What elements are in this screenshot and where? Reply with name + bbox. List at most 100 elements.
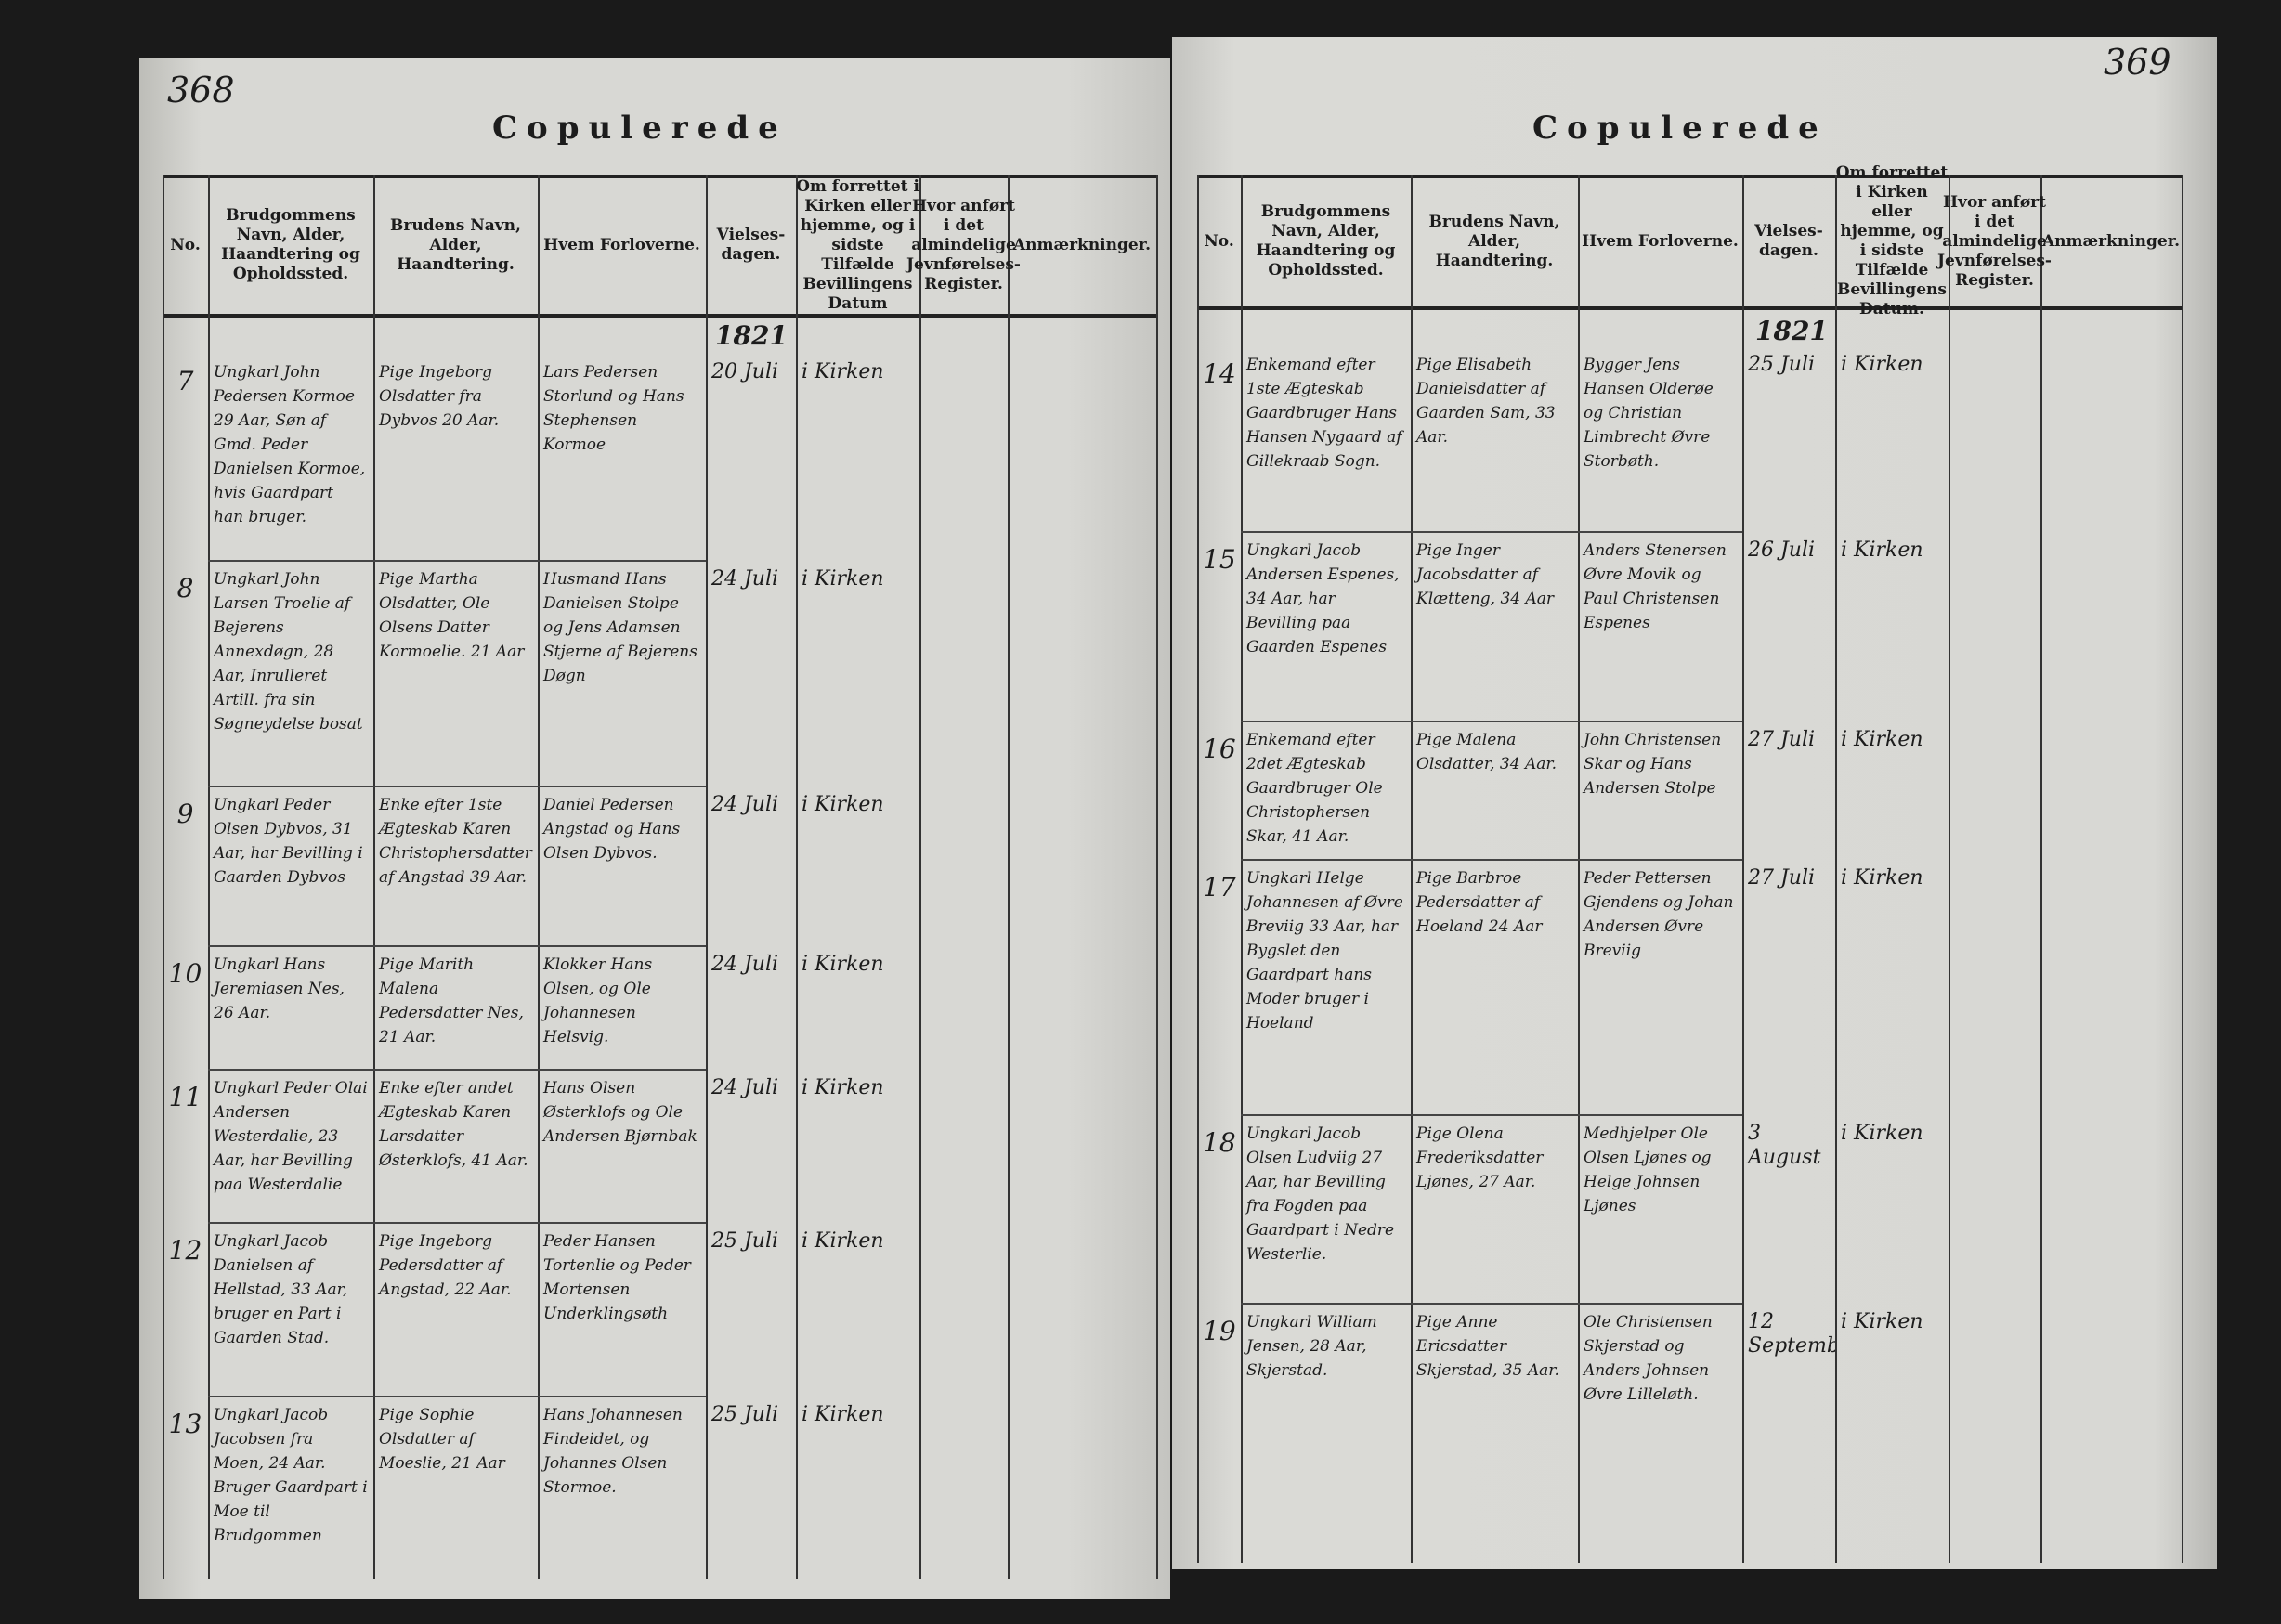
right_page-entry-groom: Ungkarl Helge Johannesen af Øvre Breviig… bbox=[1246, 869, 1403, 1033]
left_page-row-separator bbox=[208, 1222, 706, 1224]
right_page-header-top-rule bbox=[1197, 175, 2182, 178]
right_page-entry-place: i Kirken bbox=[1841, 1122, 1923, 1145]
right_page-row-separator bbox=[1241, 721, 1742, 722]
left_page-entry-groom: Ungkarl John Larsen Troelie af Bejerens … bbox=[214, 570, 363, 734]
left_page-entry-date: 24 Juli bbox=[711, 953, 779, 976]
right_page-entry-place: i Kirken bbox=[1841, 353, 1923, 376]
left_page-entry-bride: Pige Martha Olsdatter, Ole Olsens Datter… bbox=[379, 570, 525, 661]
right_page-column-rule bbox=[1835, 175, 1837, 1563]
right_page-entry-number: 19 bbox=[1203, 1318, 1236, 1345]
right_page-header-2: Brudens Navn, Alder, Haandtering. bbox=[1428, 212, 1560, 270]
left_page-row-separator bbox=[208, 786, 706, 787]
right_page-header-bottom-rule bbox=[1197, 306, 2182, 310]
right_page-entry-number: 14 bbox=[1203, 360, 1236, 388]
left_page-entry-place: i Kirken bbox=[802, 1403, 884, 1426]
right_page-row-separator bbox=[1241, 531, 1742, 533]
right_page-entry-number: 16 bbox=[1203, 735, 1236, 763]
left_page-header-0: No. bbox=[170, 235, 201, 254]
right_page-column-rule bbox=[1411, 175, 1413, 1563]
right_page-entry-place: i Kirken bbox=[1841, 866, 1923, 890]
left_page-entry-date: 24 Juli bbox=[711, 567, 779, 591]
right_page-header-6: Hvor anført i det almindelige Jevnførels… bbox=[1937, 192, 2052, 290]
right_page-entry-witnesses: Bygger Jens Hansen Olderøe og Christian … bbox=[1584, 356, 1714, 471]
right_page-entry-witnesses: Peder Pettersen Gjendens og Johan Anders… bbox=[1584, 869, 1734, 960]
left_page-entry-witnesses: Lars Pedersen Storlund og Hans Stephense… bbox=[543, 363, 684, 454]
right_page-entry-number: 17 bbox=[1203, 874, 1236, 902]
right-page bbox=[1172, 37, 2217, 1569]
right_page-entry-date: 25 Juli bbox=[1748, 353, 1816, 376]
left_page-header-6: Hvor anført i det almindelige Jevnførels… bbox=[906, 196, 1021, 293]
left_page-entry-bride: Pige Sophie Olsdatter af Moeslie, 21 Aar bbox=[379, 1406, 505, 1473]
right_page-column-rule bbox=[1742, 175, 1744, 1563]
left_page-entry-witnesses: Hans Olsen Østerklofs og Ole Andersen Bj… bbox=[543, 1079, 697, 1146]
left_page-entry-groom: Ungkarl Jacob Danielsen af Hellstad, 33 … bbox=[214, 1232, 348, 1347]
right_page-entry-witnesses: Anders Stenersen Øvre Movik og Paul Chri… bbox=[1584, 541, 1727, 632]
left_page-entry-number: 13 bbox=[168, 1410, 202, 1438]
right_page-column-rule bbox=[1949, 175, 1950, 1563]
right_page-entry-place: i Kirken bbox=[1841, 539, 1923, 562]
left_page-column-rule bbox=[706, 175, 708, 1579]
right_page-entry-witnesses: Medhjelper Ole Olsen Ljønes og Helge Joh… bbox=[1584, 1124, 1712, 1215]
right_page-entry-groom: Enkemand efter 2det Ægteskab Gaardbruger… bbox=[1246, 731, 1383, 846]
left_page-header-3: Hvem Forloverne. bbox=[543, 235, 700, 254]
right_page-entry-groom: Ungkarl Jacob Olsen Ludviig 27 Aar, har … bbox=[1246, 1124, 1395, 1264]
left_page-header-7: Anmærkninger. bbox=[1012, 235, 1152, 254]
left_page-entry-number: 8 bbox=[176, 575, 194, 603]
left_page-header-4: Vielses-dagen. bbox=[716, 226, 786, 264]
left_page-entry-place: i Kirken bbox=[802, 793, 884, 816]
right_page-header-3: Hvem Forloverne. bbox=[1582, 231, 1739, 251]
left_page-entry-witnesses: Daniel Pedersen Angstad og Hans Olsen Dy… bbox=[543, 796, 681, 863]
right_page-entry-groom: Ungkarl William Jensen, 28 Aar, Skjersta… bbox=[1246, 1313, 1377, 1380]
right_page-column-rule bbox=[1578, 175, 1580, 1563]
right_page-header-0: No. bbox=[1204, 231, 1234, 251]
right_page-column-rule bbox=[1241, 175, 1243, 1563]
left_page-column-rule bbox=[373, 175, 375, 1579]
left_page-page-number: 368 bbox=[167, 70, 235, 110]
left_page-entry-groom: Ungkarl Peder Olsen Dybvos, 31 Aar, har … bbox=[214, 796, 363, 887]
right_page-entry-date: 27 Juli bbox=[1748, 866, 1816, 890]
left_page-entry-date: 24 Juli bbox=[711, 793, 779, 816]
right_page-row-separator bbox=[1241, 1114, 1742, 1116]
left_page-column-rule bbox=[208, 175, 210, 1579]
right_page-entry-groom: Enkemand efter 1ste Ægteskab Gaardbruger… bbox=[1246, 356, 1402, 471]
left_page-entry-witnesses: Hans Johannesen Findeidet, og Johannes O… bbox=[543, 1406, 683, 1497]
left_page-entry-witnesses: Klokker Hans Olsen, og Ole Johannesen He… bbox=[543, 955, 653, 1046]
right_page-row-separator bbox=[1241, 1303, 1742, 1305]
left_page-entry-date: 25 Juli bbox=[711, 1403, 779, 1426]
left_page-entry-place: i Kirken bbox=[802, 953, 884, 976]
right_page-entry-witnesses: John Christensen Skar og Hans Andersen S… bbox=[1584, 731, 1722, 798]
left_page-entry-witnesses: Husmand Hans Danielsen Stolpe og Jens Ad… bbox=[543, 570, 697, 685]
left_page-entry-number: 7 bbox=[176, 368, 194, 396]
right_page-entry-witnesses: Ole Christensen Skjerstad og Anders John… bbox=[1584, 1313, 1713, 1404]
right_page-header-4: Vielses-dagen. bbox=[1754, 222, 1823, 260]
right_page-column-rule bbox=[2040, 175, 2042, 1563]
left_page-row-separator bbox=[208, 945, 706, 947]
right_page-column-rule bbox=[2182, 175, 2183, 1563]
left_page-entry-bride: Pige Ingeborg Olsdatter fra Dybvos 20 Aa… bbox=[379, 363, 500, 430]
right_page-entry-date: 27 Juli bbox=[1748, 728, 1816, 751]
right_page-entry-bride: Pige Malena Olsdatter, 34 Aar. bbox=[1416, 731, 1558, 773]
right_page-page-number: 369 bbox=[2104, 42, 2171, 83]
left_page-entry-number: 9 bbox=[176, 800, 194, 828]
right_page-title: Copulerede bbox=[1532, 110, 1828, 147]
right_page-entry-bride: Pige Barbroe Pedersdatter af Hoeland 24 … bbox=[1416, 869, 1543, 936]
left_page-entry-place: i Kirken bbox=[802, 360, 884, 383]
right_page-header-1: Brudgommens Navn, Alder, Haandtering og … bbox=[1256, 202, 1396, 279]
left_page-entry-number: 11 bbox=[168, 1084, 202, 1111]
right_page-entry-place: i Kirken bbox=[1841, 728, 1923, 751]
left_page-entry-groom: Ungkarl Peder Olai Andersen Westerdalie,… bbox=[214, 1079, 368, 1194]
left_page-entry-number: 12 bbox=[168, 1237, 202, 1265]
left_page-entry-date: 24 Juli bbox=[711, 1076, 779, 1099]
right_page-entry-date: 3 August bbox=[1748, 1122, 1821, 1169]
right_page-entry-date: 26 Juli bbox=[1748, 539, 1816, 562]
left_page-entry-groom: Ungkarl Hans Jeremiasen Nes, 26 Aar. bbox=[214, 955, 345, 1022]
left_page-row-separator bbox=[208, 1396, 706, 1397]
right_page-header-7: Anmærkninger. bbox=[2041, 231, 2181, 251]
left_page-entry-date: 25 Juli bbox=[711, 1229, 779, 1253]
left_page-header-5: Om forrettet i Kirken eller hjemme, og i… bbox=[796, 176, 919, 313]
right_page-entry-number: 15 bbox=[1203, 546, 1236, 574]
left_page-entry-bride: Pige Ingeborg Pedersdatter af Angstad, 2… bbox=[379, 1232, 512, 1299]
left_page-column-rule bbox=[919, 175, 921, 1579]
right_page-entry-bride: Pige Anne Ericsdatter Skjerstad, 35 Aar. bbox=[1416, 1313, 1559, 1380]
left_page-entry-date: 20 Juli bbox=[711, 360, 779, 383]
